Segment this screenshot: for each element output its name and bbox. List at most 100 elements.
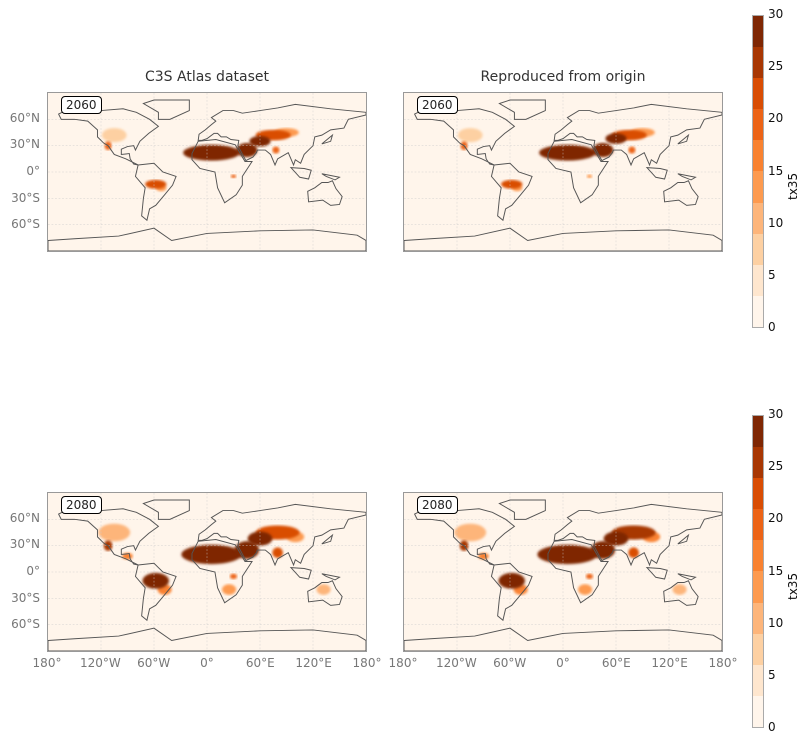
lon-tick-label: 180° bbox=[388, 656, 418, 670]
colorbar-segment bbox=[753, 540, 763, 572]
year-label: 2060 bbox=[417, 96, 458, 114]
colorbar-segment bbox=[753, 695, 763, 727]
tx35-field-patch bbox=[272, 146, 280, 154]
map-canvas bbox=[404, 493, 722, 651]
coastline bbox=[547, 139, 609, 204]
colorbar-bottom bbox=[752, 415, 764, 728]
coastline bbox=[677, 533, 690, 545]
title-left: C3S Atlas dataset bbox=[145, 69, 269, 85]
lon-tick-label: 120°W bbox=[79, 656, 121, 670]
lon-tick-label: 60°E bbox=[245, 656, 275, 670]
colorbar-segment bbox=[753, 664, 763, 696]
colorbar-tick-label: 0 bbox=[768, 720, 776, 734]
colorbar-tick-label: 5 bbox=[768, 267, 776, 282]
coastline bbox=[197, 503, 366, 567]
tx35-field-patch bbox=[316, 584, 331, 595]
coastline bbox=[134, 162, 177, 222]
coastline bbox=[289, 167, 312, 180]
coastline bbox=[197, 103, 366, 167]
coastline bbox=[404, 227, 722, 251]
tx35-field-patch bbox=[498, 572, 526, 589]
colorbar-tick-label: 10 bbox=[768, 615, 784, 630]
lon-tick-label: 120°E bbox=[295, 656, 332, 670]
tx35-field-patch bbox=[247, 531, 273, 546]
coastline bbox=[413, 508, 516, 566]
coastline bbox=[307, 180, 343, 206]
tx35-field-patch bbox=[585, 573, 594, 580]
tx35-field-patch bbox=[142, 572, 170, 589]
colorbar-tick-label: 0 bbox=[768, 320, 776, 334]
colorbar-segment bbox=[753, 571, 763, 603]
coastline bbox=[645, 567, 668, 580]
coastline bbox=[57, 108, 160, 166]
map-canvas bbox=[404, 93, 722, 251]
colorbar-segment bbox=[753, 47, 763, 79]
colorbar-segment bbox=[753, 264, 763, 296]
coastline bbox=[321, 573, 341, 581]
colorbar-segment bbox=[753, 16, 763, 48]
map-2060-c3s: 2060 bbox=[47, 92, 367, 252]
colorbar-tick-label: 15 bbox=[768, 163, 784, 178]
tx35-field-patch bbox=[501, 179, 523, 189]
coastline bbox=[413, 108, 516, 166]
title-right: Reproduced from origin bbox=[480, 69, 646, 85]
tx35-field-patch bbox=[605, 133, 627, 144]
coastline bbox=[307, 580, 343, 606]
tx35-field-patch bbox=[457, 128, 483, 143]
tx35-field-patch bbox=[229, 573, 238, 580]
lon-tick-label: 180° bbox=[32, 656, 62, 670]
colorbar-segment bbox=[753, 602, 763, 634]
tx35-field-patch bbox=[230, 174, 237, 179]
lon-tick-label: 120°W bbox=[435, 656, 477, 670]
colorbar-segment bbox=[753, 633, 763, 665]
tx35-field-patch bbox=[98, 523, 131, 542]
coastline bbox=[48, 627, 366, 651]
coastline bbox=[134, 562, 177, 622]
colorbar-segment bbox=[753, 140, 763, 172]
lon-tick-label: 0° bbox=[556, 656, 570, 670]
map-canvas bbox=[48, 93, 366, 251]
coastline bbox=[490, 162, 533, 222]
coastline bbox=[142, 99, 190, 120]
lat-tick-label: 60°N bbox=[9, 510, 40, 525]
map-2080-reproduced: 2080 bbox=[403, 492, 723, 652]
coastline bbox=[498, 99, 546, 120]
coastline bbox=[289, 567, 312, 580]
tx35-field-patch bbox=[586, 174, 593, 179]
lon-tick-label: 0° bbox=[200, 656, 214, 670]
coastline bbox=[547, 539, 609, 604]
lon-tick-label: 60°W bbox=[493, 656, 527, 670]
lat-tick-label: 60°S bbox=[11, 617, 40, 632]
lat-tick-label: 0° bbox=[26, 164, 40, 178]
tx35-field-patch bbox=[236, 143, 258, 158]
colorbar-tick-label: 30 bbox=[768, 407, 784, 421]
coastline bbox=[663, 580, 699, 606]
colorbar-segment bbox=[753, 78, 763, 110]
colorbar-segment bbox=[753, 447, 763, 479]
coastline bbox=[677, 173, 697, 181]
colorbar-segment bbox=[753, 509, 763, 541]
tx35-field-patch bbox=[544, 579, 547, 582]
tx35-field-patch bbox=[578, 584, 593, 595]
colorbar-tick-label: 20 bbox=[768, 511, 784, 526]
lon-tick-label: 120°E bbox=[651, 656, 688, 670]
tx35-field-patch bbox=[183, 144, 240, 161]
map-canvas bbox=[48, 493, 366, 651]
coastline bbox=[48, 227, 366, 251]
coastline bbox=[191, 539, 253, 604]
tx35-field-patch bbox=[672, 584, 687, 595]
map-2060-reproduced: 2060 bbox=[403, 92, 723, 252]
colorbar-tick-label: 25 bbox=[768, 459, 784, 474]
tx35-field-patch bbox=[272, 547, 283, 558]
colorbar-segment bbox=[753, 416, 763, 448]
coastline bbox=[142, 499, 190, 520]
coastline bbox=[553, 503, 722, 567]
colorbar-tick-label: 20 bbox=[768, 111, 784, 126]
tx35-field-patch bbox=[603, 531, 629, 546]
tx35-field-patch bbox=[188, 579, 191, 582]
colorbar-top bbox=[752, 15, 764, 328]
colorbar-segment bbox=[753, 478, 763, 510]
year-label: 2060 bbox=[61, 96, 102, 114]
tx35-field-patch bbox=[181, 544, 242, 565]
map-2080-c3s: 2080 bbox=[47, 492, 367, 652]
